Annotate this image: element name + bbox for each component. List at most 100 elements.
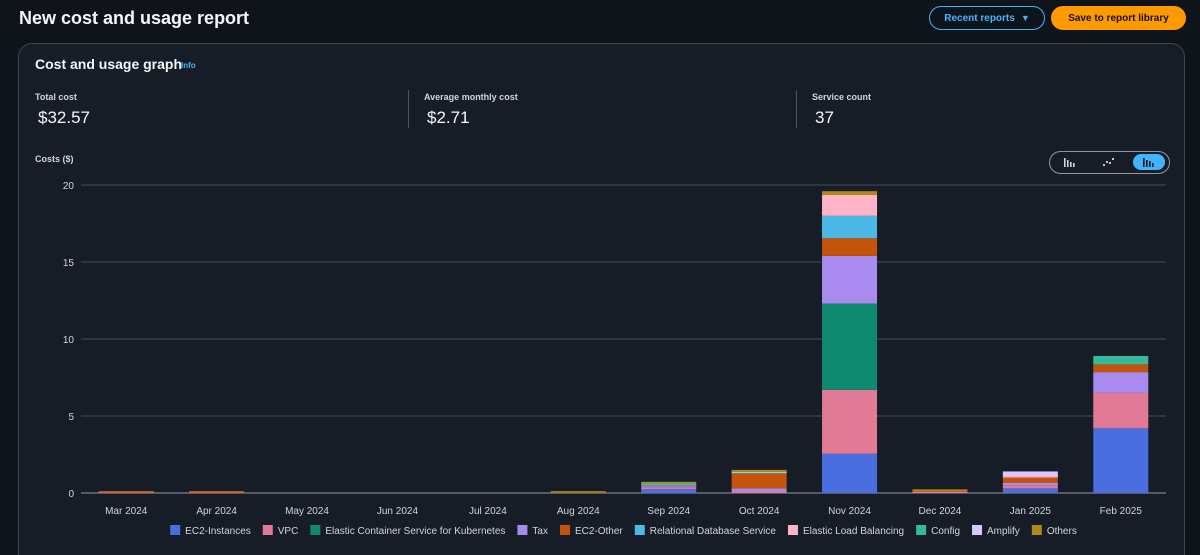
caret-down-icon: ▼ [1020,13,1030,23]
legend-item: Tax [517,525,548,537]
stacked-bar-chart-view-button[interactable] [1133,154,1165,170]
y-tick-label: 20 [63,181,75,192]
legend-label: Config [931,526,960,537]
legend-label: Elastic Container Service for Kubernetes [325,526,505,537]
bar-segment [1002,471,1058,477]
bar-segment [731,491,787,493]
bar-segment [822,191,878,196]
legend-swatch [1031,525,1042,535]
bar-segment [822,195,878,216]
line-chart-view-button[interactable] [1093,154,1125,170]
bar-segment [641,484,697,487]
total-cost-label: Total cost [35,92,77,102]
bar-segment [822,389,878,454]
average-monthly-cost-metric: Average monthly cost $2.71 [424,92,518,128]
service-count-metric: Service count 37 [812,92,871,128]
bar-segment [822,453,878,493]
legend-label: Others [1047,526,1077,537]
x-tick-label: Jul 2024 [469,506,507,517]
page-title: New cost and usage report [19,8,250,28]
legend-label: Tax [532,526,548,537]
bar-segment [912,490,968,492]
legend-item: Relational Database Service [634,525,776,537]
legend-swatch [170,525,181,535]
bar-segment [641,484,697,486]
legend-item: EC2-Instances [170,525,251,537]
bar-chart-view-button[interactable] [1054,154,1086,170]
save-to-report-library-button[interactable]: Save to report library [1051,6,1186,30]
cost-and-usage-card: Cost and usage graph Info Total cost $32… [18,43,1185,555]
x-tick-label: Jan 2025 [1010,506,1052,517]
y-tick-label: 5 [68,412,74,423]
legend-swatch [787,525,798,535]
page-header: New cost and usage report Recent reports… [0,0,1200,40]
legend-item: Amplify [972,525,1020,537]
line-chart-icon [1102,157,1115,167]
service-count-label: Service count [812,92,872,102]
legend-item: Elastic Load Balancing [787,525,904,537]
bar-segment [1093,355,1149,365]
bar-segment [98,491,154,493]
service-count-value: 37 [815,108,834,127]
bar-segment [1002,482,1058,486]
bar-segment [1002,485,1058,489]
bar-segment [1093,428,1149,493]
legend-swatch [310,525,321,535]
legend-label: VPC [278,526,299,537]
x-tick-label: Nov 2024 [828,506,871,517]
legend-item: Elastic Container Service for Kubernetes [310,525,505,537]
bar-segment [641,486,697,488]
legend-swatch [262,525,273,535]
x-tick-label: Feb 2025 [1100,506,1143,517]
bar-segment [822,215,878,239]
bar-segment [731,469,787,473]
total-cost-metric: Total cost $32.57 [35,92,90,128]
y-tick-label: 0 [68,489,74,500]
bar-segment [1093,372,1149,393]
bar-segment [912,489,968,491]
recent-reports-label: Recent reports [944,12,1015,24]
legend-item: VPC [262,525,299,537]
legend-label: Elastic Load Balancing [803,526,904,537]
bar-segment [912,491,968,493]
bar-segment [641,482,697,485]
info-link[interactable]: Info [181,61,196,70]
stacked-bar-chart-icon [1143,158,1154,167]
bar-segment [1002,488,1058,493]
bar-segment [822,255,878,304]
x-tick-label: Aug 2024 [557,506,600,517]
bar-segment [641,487,697,490]
x-tick-label: Oct 2024 [739,506,780,517]
x-tick-label: Jun 2024 [377,506,419,517]
y-tick-label: 10 [63,335,75,346]
average-monthly-cost-value: $2.71 [427,108,470,127]
recent-reports-button[interactable]: Recent reports ▼ [929,6,1045,30]
metric-divider [796,90,797,128]
total-cost-value: $32.57 [38,108,90,127]
bar-segment [550,491,606,493]
legend-item: Others [1031,525,1077,537]
legend-swatch [972,525,983,535]
bar-segment [1093,364,1149,373]
bar-segment [822,303,878,390]
bar-segment [731,488,787,492]
x-tick-label: May 2024 [285,506,329,517]
bar-segment [1093,392,1149,429]
bar-segment [731,471,787,473]
y-tick-label: 15 [63,258,75,269]
bar-segment [641,489,697,493]
legend-swatch [517,525,528,535]
x-tick-label: Mar 2024 [105,506,148,517]
legend-swatch [559,525,570,535]
bar-segment [641,481,697,484]
x-tick-label: Apr 2024 [196,506,237,517]
bar-segment [731,473,787,489]
bar-chart-icon [1064,158,1075,167]
y-axis-title: Costs ($) [35,154,74,164]
x-tick-label: Sep 2024 [647,506,690,517]
legend-label: EC2-Other [575,526,623,537]
legend-item: EC2-Other [559,525,623,537]
bar-segment [189,491,245,493]
x-tick-label: Dec 2024 [919,506,962,517]
